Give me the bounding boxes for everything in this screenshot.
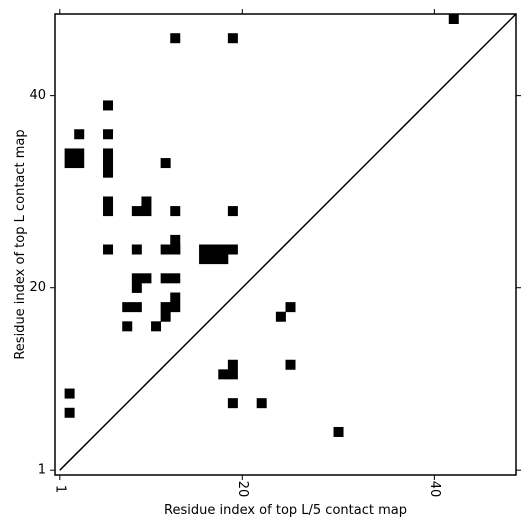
contact-cell xyxy=(160,158,171,169)
contact-cell xyxy=(275,311,286,322)
contact-cell xyxy=(170,206,181,217)
contact-cell xyxy=(170,234,181,245)
contact-cell xyxy=(333,426,344,437)
contact-cell xyxy=(227,33,238,44)
contact-cell xyxy=(103,100,114,111)
contact-cell xyxy=(199,244,210,255)
contact-cells xyxy=(64,14,459,437)
contact-cell xyxy=(131,273,142,284)
contact-cell xyxy=(122,321,133,332)
contact-cell xyxy=(227,398,238,409)
contact-cell xyxy=(151,321,162,332)
contact-cell xyxy=(64,158,75,169)
contact-cell xyxy=(199,254,210,265)
plot-frame xyxy=(54,13,517,476)
contact-cell xyxy=(103,196,114,207)
contact-cell xyxy=(448,14,459,25)
contact-cell xyxy=(160,273,171,284)
contact-cell xyxy=(64,148,75,159)
contact-cell xyxy=(64,407,75,418)
contact-cell xyxy=(74,148,85,159)
contact-cell xyxy=(227,206,238,217)
contact-cell xyxy=(131,282,142,293)
contact-cell xyxy=(74,129,85,140)
y-tick-label: 1 xyxy=(38,463,46,478)
contact-cell xyxy=(160,302,171,313)
contact-cell xyxy=(160,244,171,255)
contact-cell xyxy=(285,302,296,313)
contact-cell xyxy=(131,206,142,217)
contact-cell xyxy=(103,129,114,140)
y-axis-label: Residue index of top L contact map xyxy=(13,129,28,359)
contact-cell xyxy=(285,359,296,370)
contact-cell xyxy=(227,369,238,380)
x-tick-label: 20 xyxy=(235,481,250,498)
contact-cell xyxy=(74,158,85,169)
contact-cell xyxy=(103,167,114,178)
contact-cell xyxy=(141,206,152,217)
y-tick-label: 40 xyxy=(29,88,46,103)
contact-cell xyxy=(103,206,114,217)
contact-cell xyxy=(218,244,229,255)
diagonal-line xyxy=(59,13,517,471)
contact-cell xyxy=(170,302,181,313)
contact-cell xyxy=(64,388,75,399)
x-tick-label: 40 xyxy=(427,481,442,498)
contact-cell xyxy=(103,148,114,159)
tick-labels: 1 20 40 1 20 40 xyxy=(29,88,441,497)
x-axis-label: Residue index of top L/5 contact map xyxy=(164,503,407,518)
contact-cell xyxy=(208,254,219,265)
contact-cell xyxy=(218,369,229,380)
contact-cell xyxy=(208,244,219,255)
contact-cell xyxy=(227,244,238,255)
contact-cell xyxy=(256,398,267,409)
contact-cell xyxy=(218,254,229,265)
contact-cell xyxy=(103,244,114,255)
contact-cell xyxy=(103,158,114,169)
contact-cell xyxy=(122,302,133,313)
contact-cell xyxy=(170,33,181,44)
contact-cell xyxy=(227,359,238,370)
x-tick-label: 1 xyxy=(52,485,67,493)
y-tick-label: 20 xyxy=(29,280,46,295)
contact-cell xyxy=(141,273,152,284)
axis-ticks xyxy=(50,9,521,480)
contact-cell xyxy=(131,244,142,255)
contact-cell xyxy=(131,302,142,313)
contact-cell xyxy=(141,196,152,207)
contact-cell xyxy=(170,292,181,303)
contact-cell xyxy=(170,244,181,255)
contact-cell xyxy=(160,311,171,322)
contact-cell xyxy=(170,273,181,284)
